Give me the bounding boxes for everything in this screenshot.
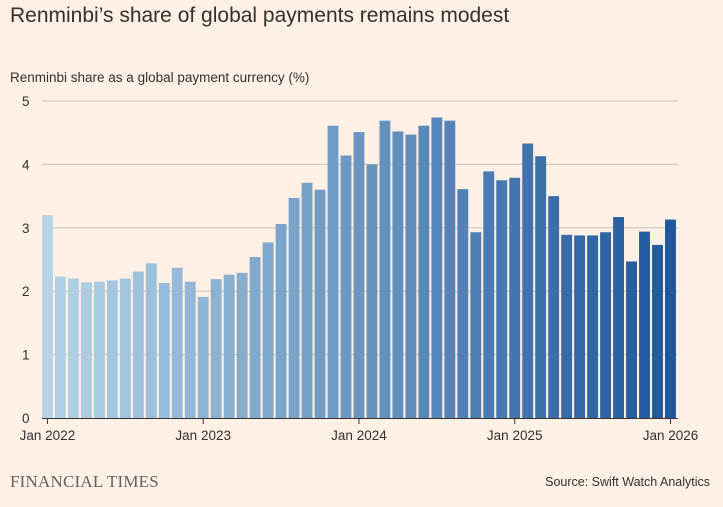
- y-tick-label: 3: [22, 221, 30, 236]
- bar: [509, 177, 521, 418]
- bar: [353, 132, 365, 419]
- bar: [223, 274, 235, 418]
- bar: [418, 125, 430, 418]
- bar: [392, 131, 404, 418]
- bar: [535, 156, 547, 418]
- bar: [574, 235, 586, 418]
- bar: [340, 155, 352, 419]
- bar: [431, 117, 443, 418]
- bar: [249, 256, 261, 418]
- bar: [171, 267, 183, 418]
- x-tick-label: Jan 2026: [643, 428, 699, 443]
- bar: [379, 120, 391, 419]
- bar: [210, 279, 222, 418]
- chart-title: Renminbi’s share of global payments rema…: [10, 4, 510, 27]
- bar: [119, 278, 131, 418]
- bar: [327, 125, 339, 418]
- bar: [652, 244, 663, 418]
- bar: [561, 234, 573, 418]
- bar: [665, 219, 676, 418]
- bar: [158, 282, 170, 418]
- bar: [314, 189, 326, 418]
- bar: [444, 120, 456, 419]
- y-tick-label: 5: [22, 94, 30, 109]
- x-tick-label: Jan 2024: [331, 428, 387, 443]
- y-axis-title: Renminbi share as a global payment curre…: [10, 70, 310, 85]
- x-tick-label: Jan 2025: [487, 428, 543, 443]
- x-tick-label: Jan 2022: [20, 428, 76, 443]
- bar: [405, 134, 417, 419]
- bar: [457, 189, 469, 418]
- y-tick-label: 1: [22, 348, 30, 363]
- bar: [145, 263, 157, 418]
- publisher-logo: FINANCIAL TIMES: [10, 472, 159, 491]
- bar: [301, 182, 313, 418]
- bar: [80, 282, 92, 418]
- bar: [366, 164, 378, 418]
- y-tick-label: 4: [22, 157, 30, 172]
- bar: [483, 171, 495, 418]
- bar: [522, 143, 534, 418]
- y-tick-label: 2: [22, 284, 30, 299]
- bar: [184, 281, 196, 418]
- bar: [548, 196, 560, 418]
- bar: [639, 231, 650, 418]
- bar: [262, 242, 274, 418]
- bar: [132, 271, 144, 418]
- bar: [613, 217, 625, 418]
- source-note: Source: Swift Watch Analytics: [545, 475, 710, 489]
- bar: [288, 198, 300, 418]
- bar: [496, 180, 508, 418]
- bar: [197, 296, 209, 418]
- x-tick-label: Jan 2023: [175, 428, 231, 443]
- bar: [600, 232, 612, 418]
- bar: [587, 235, 599, 418]
- bar: [93, 281, 105, 418]
- y-tick-label: 0: [22, 411, 30, 426]
- bar: [42, 215, 53, 418]
- bar: [470, 232, 482, 418]
- bar: [626, 261, 637, 418]
- bar: [67, 278, 79, 418]
- bar: [236, 272, 248, 418]
- bar: [275, 223, 287, 418]
- bar: [54, 276, 66, 418]
- bar: [106, 280, 118, 418]
